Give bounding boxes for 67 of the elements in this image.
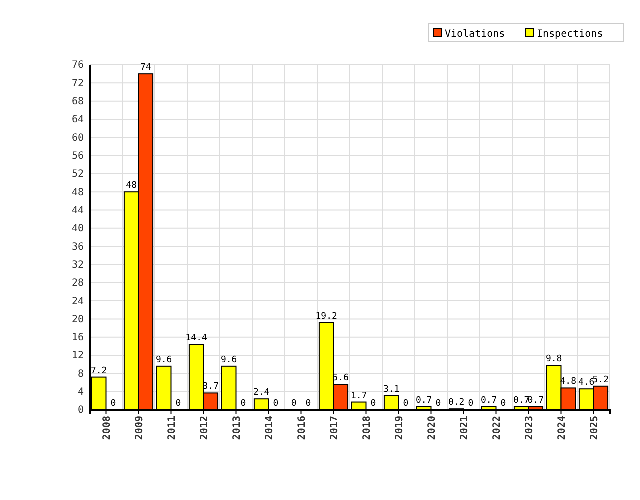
data-label: 0 <box>370 399 376 409</box>
data-label: 3.1 <box>383 384 400 395</box>
legend-label: Violations <box>445 29 506 40</box>
y-tick-label: 12 <box>72 350 84 362</box>
data-label: 7.2 <box>90 366 108 376</box>
data-label: 0 <box>240 399 246 409</box>
data-label: 0 <box>273 399 279 409</box>
y-tick-label: 48 <box>72 187 84 198</box>
y-tick-label: 8 <box>78 368 84 380</box>
x-tick-label: 2014 <box>264 416 276 440</box>
data-label: 0.2 <box>448 398 465 408</box>
data-label: 74 <box>140 63 152 74</box>
y-tick-label: 36 <box>72 242 84 253</box>
x-tick-label: 2011 <box>166 416 178 440</box>
y-tick-label: 0 <box>78 405 84 416</box>
data-label: 9.6 <box>156 355 172 366</box>
data-label: 0 <box>500 399 506 409</box>
x-tick-label: 2023 <box>524 416 536 440</box>
data-label: 0 <box>403 399 409 409</box>
data-label: 5.2 <box>592 375 610 386</box>
data-label: 9.8 <box>546 354 562 365</box>
data-label: 0 <box>468 399 474 409</box>
x-tick-label: 2021 <box>459 416 470 440</box>
data-label: 0 <box>306 399 312 409</box>
y-tick-label: 72 <box>72 78 84 90</box>
y-tick-label: 64 <box>72 114 84 126</box>
x-tick-label: 2009 <box>134 416 146 440</box>
y-tick-label: 60 <box>72 132 84 144</box>
x-tick-label: 2025 <box>589 416 600 440</box>
y-tick-label: 4 <box>78 387 84 398</box>
y-tick-label: 76 <box>72 60 84 72</box>
data-label: 1.7 <box>350 391 368 402</box>
x-tick-label: 2018 <box>362 416 373 440</box>
y-tick-label: 16 <box>72 332 84 344</box>
data-label: 9.6 <box>220 355 238 366</box>
data-label: 19.2 <box>316 312 338 322</box>
x-tick-label: 2019 <box>394 416 406 440</box>
y-tick-label: 32 <box>72 260 84 271</box>
y-tick-label: 28 <box>72 278 84 290</box>
y-tick-label: 44 <box>72 205 84 216</box>
y-tick-label: 56 <box>72 150 84 162</box>
data-label: 48 <box>126 181 138 192</box>
x-tick-label: 2016 <box>296 416 308 440</box>
y-tick-label: 24 <box>72 296 84 308</box>
data-label: 0.7 <box>528 396 544 406</box>
x-tick-label: 2008 <box>102 416 113 440</box>
x-tick-label: 2020 <box>426 416 438 440</box>
y-tick-label: 20 <box>72 314 84 326</box>
data-label: 0.7 <box>416 396 432 406</box>
y-tick-label: 68 <box>72 96 84 108</box>
data-label: 4.6 <box>578 378 595 388</box>
x-tick-label: 2024 <box>556 416 568 440</box>
data-label: 0.7 <box>480 396 498 406</box>
x-tick-label: 2013 <box>232 416 243 440</box>
y-tick-label: 40 <box>72 224 84 235</box>
x-tick-label: 2022 <box>492 416 503 440</box>
data-label: 0 <box>291 399 297 409</box>
data-label: 0.7 <box>513 396 530 406</box>
data-label: 0 <box>176 399 182 409</box>
data-label: 2.4 <box>253 388 270 398</box>
x-tick-label: 2012 <box>199 416 210 440</box>
data-label: 0 <box>436 399 442 409</box>
data-label: 14.4 <box>186 334 208 344</box>
data-label: 0 <box>110 399 116 409</box>
legend-label: Inspections <box>537 29 604 40</box>
x-tick-label: 2017 <box>329 416 340 440</box>
y-tick-label: 52 <box>72 169 84 180</box>
